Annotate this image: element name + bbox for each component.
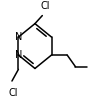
Text: N: N (15, 50, 22, 60)
Text: N: N (15, 32, 22, 42)
Text: Cl: Cl (40, 1, 50, 11)
Text: Cl: Cl (8, 88, 18, 98)
